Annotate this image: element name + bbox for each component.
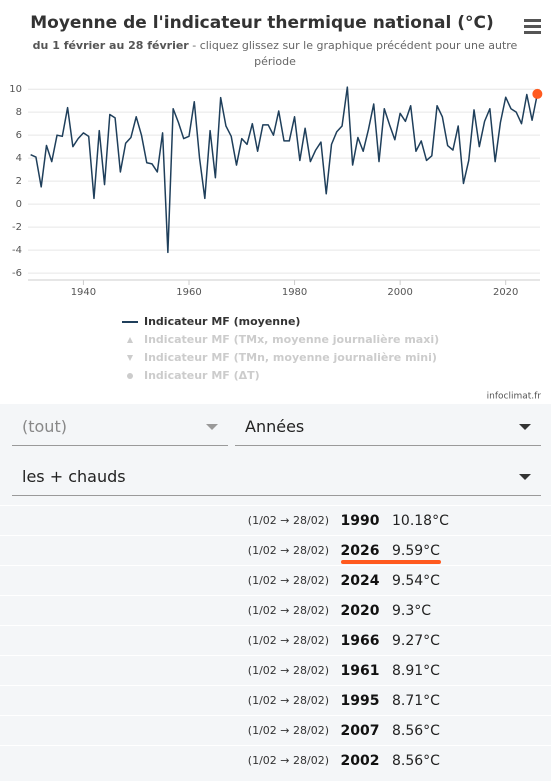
menu-bar[interactable] — [524, 31, 541, 34]
value: 9.27°C — [392, 633, 440, 649]
x-tick-label: 2020 — [493, 287, 518, 298]
year: 1961 — [340, 663, 380, 679]
legend-item[interactable]: Indicateur MF (moyenne) — [122, 315, 300, 328]
dropdown[interactable]: Années — [235, 408, 541, 446]
dropdown-arrow — [519, 474, 531, 480]
period: (1/02 → 28/02) — [247, 544, 329, 557]
value: 9.59°C — [392, 543, 440, 559]
y-tick-label: 0 — [16, 199, 22, 210]
y-tick-label: 8 — [16, 107, 22, 118]
menu-icon[interactable] — [524, 19, 541, 34]
table-row: (1/02 → 28/02) 2026 9.59°C — [0, 535, 551, 565]
data-line — [30, 86, 539, 254]
x-tick-label: 1980 — [282, 287, 307, 298]
subtitle-text: période — [254, 55, 296, 68]
legend-symbol — [127, 373, 133, 379]
period: (1/02 → 28/02) — [247, 604, 329, 617]
legend-item[interactable]: Indicateur MF (ΔT) — [127, 369, 260, 382]
menu-bar[interactable] — [524, 25, 541, 28]
legend-symbol — [127, 337, 133, 343]
period: (1/02 → 28/02) — [247, 724, 329, 737]
value: 10.18°C — [392, 513, 449, 529]
controls-panel — [0, 404, 551, 781]
period: (1/02 → 28/02) — [247, 514, 329, 527]
table-row: (1/02 → 28/02) 1995 8.71°C — [0, 685, 551, 715]
y-tick-label: 2 — [16, 176, 22, 187]
table-row: (1/02 → 28/02) 2002 8.56°C — [0, 745, 551, 775]
x-tick-label: 1940 — [71, 287, 96, 298]
table-row: (1/02 → 28/02) 1961 8.91°C — [0, 655, 551, 685]
dropdown-label: les + chauds — [22, 467, 126, 486]
subtitle-text: - cliquez glissez sur le graphique précé… — [189, 39, 518, 52]
year: 1966 — [340, 633, 380, 649]
dropdown[interactable]: les + chauds — [12, 458, 541, 496]
subtitle-period: du 1 février au 28 février — [33, 39, 190, 52]
legend-item[interactable]: Indicateur MF (TMx, moyenne journalière … — [127, 333, 439, 346]
y-tick-label: -4 — [12, 245, 22, 256]
y-tick-label: 10 — [9, 84, 22, 95]
dropdown-label: (tout) — [22, 417, 67, 436]
y-tick-label: -6 — [12, 268, 22, 279]
year: 1990 — [340, 513, 380, 529]
table-row: (1/02 → 28/02) 2024 9.54°C — [0, 565, 551, 595]
table-row: (1/02 → 28/02) 1966 9.27°C — [0, 625, 551, 655]
value: 8.91°C — [392, 663, 440, 679]
table-row: (1/02 → 28/02) 2020 9.3°C — [0, 595, 551, 625]
legend-label: Indicateur MF (TMx, moyenne journalière … — [144, 333, 439, 346]
value: 8.71°C — [392, 693, 440, 709]
period: (1/02 → 28/02) — [247, 694, 329, 707]
value: 9.54°C — [392, 573, 440, 589]
legend-item[interactable]: Indicateur MF (TMn, moyenne journalière … — [127, 351, 437, 364]
period: (1/02 → 28/02) — [247, 754, 329, 767]
dropdown-label: Années — [245, 417, 305, 436]
period: (1/02 → 28/02) — [247, 634, 329, 647]
highlight-point — [532, 88, 543, 99]
x-tick-label: 1960 — [176, 287, 201, 298]
y-tick-label: 6 — [16, 130, 22, 141]
year: 2024 — [340, 573, 380, 589]
value: 8.56°C — [392, 753, 440, 769]
table-row: (1/02 → 28/02) 1990 10.18°C — [0, 505, 551, 535]
dropdown-arrow — [519, 424, 531, 430]
year: 2007 — [340, 723, 380, 739]
dropdown-arrow — [206, 424, 218, 430]
highlight-underline — [341, 560, 441, 564]
legend-label: Indicateur MF (TMn, moyenne journalière … — [144, 351, 437, 364]
dropdown[interactable]: (tout) — [12, 408, 228, 446]
period: (1/02 → 28/02) — [247, 664, 329, 677]
year: 2026 — [340, 543, 380, 559]
year: 2002 — [340, 753, 380, 769]
legend-symbol — [127, 355, 133, 361]
chart-title: Moyenne de l'indicateur thermique nation… — [30, 13, 494, 33]
value: 8.56°C — [392, 723, 440, 739]
chart: Moyenne de l'indicateur thermique nation… — [9, 13, 543, 402]
table-row: (1/02 → 28/02) 2007 8.56°C — [0, 715, 551, 745]
period: (1/02 → 28/02) — [247, 574, 329, 587]
x-tick-label: 2000 — [387, 287, 412, 298]
y-tick-label: -2 — [12, 222, 22, 233]
chart-subtitle: du 1 février au 28 février - cliquez gli… — [33, 39, 518, 52]
credit: infoclimat.fr — [487, 392, 542, 402]
y-tick-label: 4 — [16, 153, 22, 164]
menu-bar[interactable] — [524, 19, 541, 22]
legend-label: Indicateur MF (moyenne) — [144, 315, 300, 328]
year: 2020 — [340, 603, 380, 619]
value: 9.3°C — [392, 603, 432, 619]
year: 1995 — [340, 693, 380, 709]
legend-label: Indicateur MF (ΔT) — [144, 369, 260, 382]
